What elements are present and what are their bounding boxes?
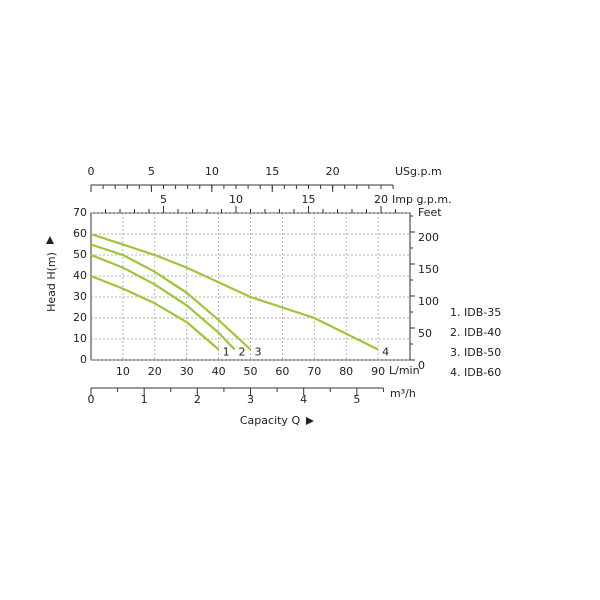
y-tick-label: 0 — [80, 353, 87, 366]
curve-label: 2 — [239, 346, 246, 359]
curve-label: 1 — [223, 346, 230, 359]
right-tick-label: 0 — [418, 359, 425, 372]
x-tick-label: 20 — [148, 365, 162, 378]
secondary-tick-label: 3 — [247, 393, 254, 406]
x-tick-label: 90 — [371, 365, 385, 378]
right-tick-label: 100 — [418, 295, 439, 308]
secondary-tick-label: 10 — [229, 193, 243, 206]
pump-curve — [90, 253, 236, 351]
secondary-tick-label: 5 — [353, 393, 360, 406]
right-tick-label: 50 — [418, 327, 432, 340]
x-tick-label: 80 — [339, 365, 353, 378]
x-tick-label: 70 — [307, 365, 321, 378]
pump-curve — [90, 232, 379, 351]
x-tick-label: 50 — [244, 365, 258, 378]
axis-unit: USg.p.m — [395, 165, 442, 178]
curve-label: 3 — [255, 346, 262, 359]
x-axis-label: Capacity Q — [240, 414, 301, 427]
axis-unit: m³/h — [390, 387, 416, 400]
y-tick-label: 10 — [73, 332, 87, 345]
secondary-tick-label: 5 — [148, 165, 155, 178]
curve-label: 4 — [382, 346, 389, 359]
y-arrow — [46, 236, 54, 244]
secondary-tick-label: 5 — [160, 193, 167, 206]
y-tick-label: 50 — [73, 248, 87, 261]
legend-entry: 4. IDB-60 — [450, 366, 501, 379]
y-tick-label: 70 — [73, 206, 87, 219]
pump-curve — [90, 243, 252, 351]
secondary-tick-label: 2 — [194, 393, 201, 406]
secondary-tick-label: 15 — [265, 165, 279, 178]
y-tick-label: 60 — [73, 227, 87, 240]
axis-unit: Imp g.p.m. — [392, 193, 452, 206]
pump-curve — [90, 274, 220, 351]
y-tick-label: 40 — [73, 269, 87, 282]
secondary-tick-label: 20 — [326, 165, 340, 178]
x-tick-label: 40 — [212, 365, 226, 378]
legend-entry: 2. IDB-40 — [450, 326, 501, 339]
secondary-tick-label: 0 — [88, 393, 95, 406]
y-tick-label: 20 — [73, 311, 87, 324]
secondary-tick-label: 1 — [141, 393, 148, 406]
y-axis-label: Head H(m) — [45, 252, 58, 312]
secondary-tick-label: 15 — [302, 193, 316, 206]
axis-unit: Feet — [418, 206, 442, 219]
secondary-tick-label: 4 — [300, 393, 307, 406]
y-tick-label: 30 — [73, 290, 87, 303]
secondary-tick-label: 20 — [374, 193, 388, 206]
secondary-tick-label: 0 — [88, 165, 95, 178]
right-tick-label: 150 — [418, 263, 439, 276]
x-unit: L/min — [389, 364, 420, 377]
x-tick-label: 10 — [116, 365, 130, 378]
secondary-tick-label: 10 — [205, 165, 219, 178]
right-tick-label: 200 — [418, 231, 439, 244]
x-tick-label: 30 — [180, 365, 194, 378]
x-tick-label: 60 — [275, 365, 289, 378]
legend-entry: 3. IDB-50 — [450, 346, 501, 359]
legend-entry: 1. IDB-35 — [450, 306, 501, 319]
x-arrow — [306, 417, 314, 425]
